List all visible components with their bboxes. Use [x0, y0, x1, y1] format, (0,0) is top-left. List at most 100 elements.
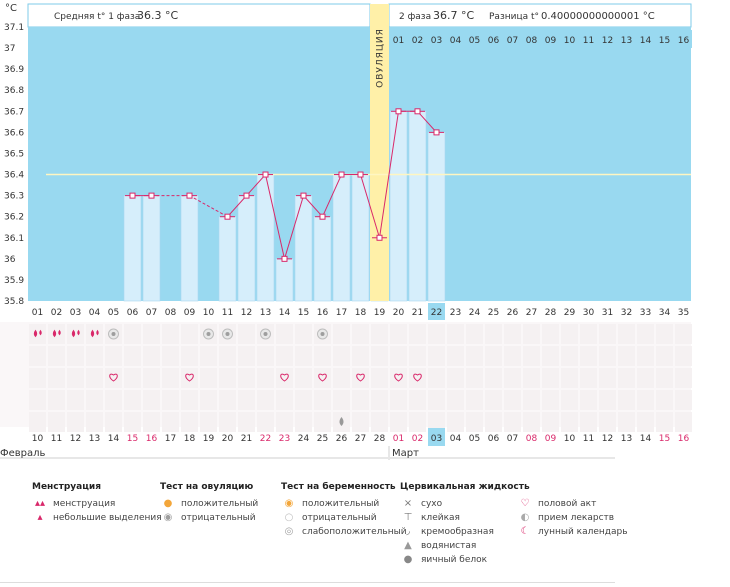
legend-item: ⊤ клейкая: [400, 512, 530, 526]
date-label: 20: [222, 434, 234, 444]
symbol-grid-cell: [675, 368, 692, 388]
y-tick-label: 36.3: [4, 192, 24, 202]
test-dot: [111, 332, 116, 336]
phase2-day-label: 12: [602, 36, 613, 46]
plot-overlay: [46, 108, 691, 262]
temperature-line-segment: [227, 195, 247, 218]
symbol-grid-cell: [656, 412, 673, 432]
y-tick-label: 36.4: [4, 171, 24, 181]
cycle-day-label: 23: [450, 308, 461, 318]
symbol-grid-cell: [295, 390, 312, 410]
cycle-day-label: 07: [146, 308, 157, 318]
weekend-date-label: 16: [146, 434, 158, 444]
symbol-grid-cell: [200, 390, 217, 410]
heart-icon: [356, 373, 365, 382]
symbol-grid-cell: [29, 368, 46, 388]
symbol-grid-cell: [67, 368, 84, 388]
date-label: 12: [70, 434, 81, 444]
weekend-date-label: 22: [260, 434, 271, 444]
weekend-date-label: 16: [678, 434, 690, 444]
cycle-day-label: 03: [70, 308, 81, 318]
legend-item: ● положительный: [160, 498, 259, 512]
symbol-grid-cell: [656, 324, 673, 344]
heart-icon: [280, 373, 289, 382]
date-axis: 10 11 12 13 14 15 16 17 18 19 20 21 22 23 24 25 26 27 28 01…: [32, 428, 690, 446]
symbol-grid-cell: [485, 324, 502, 344]
legend-item-label: прием лекарств: [538, 513, 615, 523]
heart-icon: [413, 373, 422, 382]
y-tick-label: 36.5: [4, 149, 24, 159]
symbol-grid-cell: [124, 390, 141, 410]
temperature-marker: [414, 108, 421, 115]
divider: [0, 582, 615, 583]
symbol-grid-cell: [238, 346, 255, 366]
sticky-icon: ⊤: [403, 512, 413, 523]
symbol-grid-cell: [390, 390, 407, 410]
temperature-bar: [313, 216, 332, 302]
legend-item: ▲ водянистая: [400, 540, 530, 554]
legend-group-title: Менструация: [32, 482, 101, 492]
symbol-grid-cell: [238, 390, 255, 410]
date-label: 25: [317, 434, 328, 444]
y-axis: 35.8 35.9 36 36.1 36.2 36.3 36.4 36.5 36.6 36.7 36…: [4, 23, 24, 307]
symbol-grid-cell: [143, 368, 160, 388]
symbol-grid-cell: [295, 324, 312, 344]
phase2-day-cell: [636, 30, 654, 48]
phase2-day-label: 15: [659, 36, 670, 46]
symbol-grid-cell: [523, 324, 540, 344]
phase2-day-label: 01: [393, 36, 404, 46]
date-label: 10: [564, 434, 576, 444]
legend-item: ◐ прием лекарств: [517, 512, 628, 526]
symbol-grid-cell: [162, 368, 179, 388]
blood-drops-icon: ▴▴: [34, 498, 46, 509]
cycle-day-label: 34: [659, 308, 671, 318]
symbol-grid-cell: [409, 390, 426, 410]
symbol-grid-cell: [618, 368, 635, 388]
egg-white-icon: ●: [403, 554, 413, 565]
light-spotting-icon: [90, 329, 99, 338]
cycle-day-label: 33: [640, 308, 651, 318]
date-label: 26: [336, 434, 348, 444]
symbol-grid-cell: [257, 412, 274, 432]
cycle-day-label: 16: [317, 308, 329, 318]
symbol-grid-cell: [466, 368, 483, 388]
temperature-marker: [186, 192, 193, 199]
phase2-day-cell: [503, 30, 521, 48]
symbol-grid-cell: [67, 390, 84, 410]
cycle-day-label: 08: [165, 308, 177, 318]
legend-item-label: яичный белок: [421, 555, 488, 565]
symbol-grid-cell: [276, 368, 293, 388]
symbol-grid-cell: [466, 412, 483, 432]
temperature-line-segment: [284, 195, 304, 259]
symbol-grid-cell: [561, 412, 578, 432]
temperature-bar: [389, 111, 408, 302]
cycle-day-label: 18: [355, 308, 367, 318]
symbol-grid-cell: [105, 368, 122, 388]
symbol-grid-cell: [105, 412, 122, 432]
symbol-grid-cell: [371, 324, 388, 344]
symbol-grid-cell: [466, 390, 483, 410]
symbol-grid-cell: [637, 412, 654, 432]
temperature-chart: Средняя t° 1 фаза 36.3 °C 2 фаза 36.7 °C…: [0, 3, 692, 460]
symbol-grid-cell: [542, 390, 559, 410]
legend-group-title: [517, 482, 628, 492]
symbol-grid-cell: [504, 368, 521, 388]
cycle-day-label: 29: [564, 308, 576, 318]
cycle-day-label: 30: [583, 308, 595, 318]
symbol-grid-cell: [143, 324, 160, 344]
phase2-day-label: 05: [469, 36, 480, 46]
phase2-day-cell: [484, 30, 502, 48]
symbol-grid-cell: [200, 346, 217, 366]
blood-drop-shape: [71, 329, 76, 338]
weekend-date-label: 15: [659, 434, 670, 444]
cycle-day-label: 27: [526, 308, 537, 318]
symbol-grid-cell: [390, 324, 407, 344]
temperature-marker: [357, 171, 364, 178]
cycle-day-label: 28: [545, 308, 557, 318]
current-cycle-day-highlight: [428, 303, 445, 320]
pregnancy-weak-icon: ◎: [284, 526, 294, 537]
symbol-grid-cell: [181, 412, 198, 432]
legend-group: Цервикальная жидкость × сухо ⊤ клейкая ◞ кремо…: [400, 482, 530, 568]
phase2-day-label: 09: [545, 36, 557, 46]
cycle-day-label: 01: [32, 308, 43, 318]
